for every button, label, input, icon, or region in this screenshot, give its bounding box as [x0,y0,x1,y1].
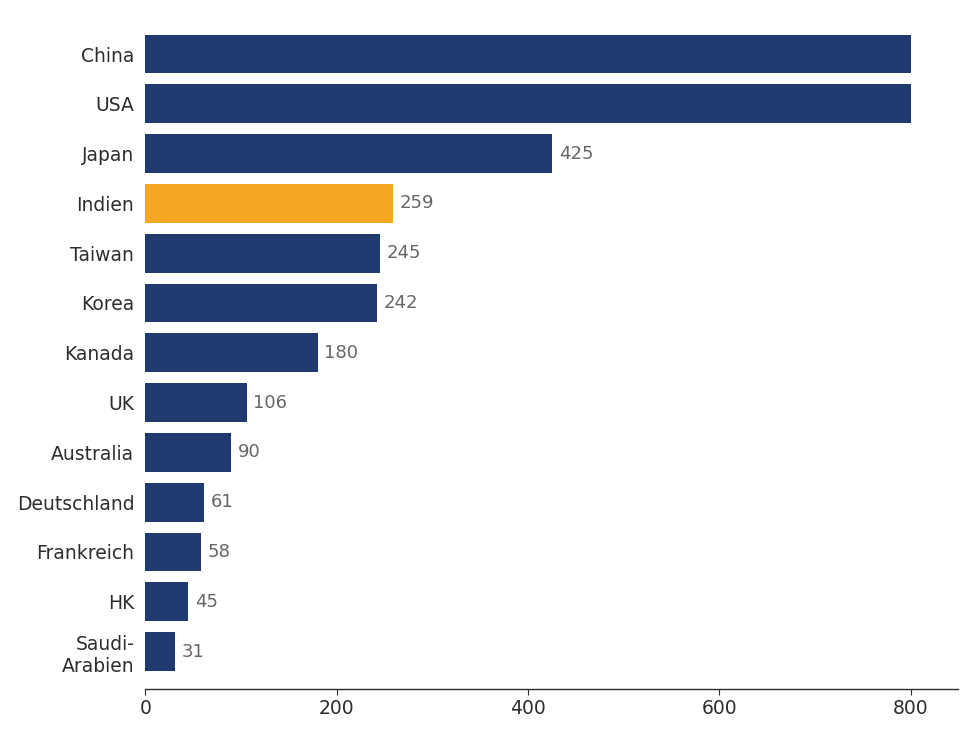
Text: 259: 259 [400,194,434,212]
Bar [145,184,393,223]
Bar [145,234,379,273]
Bar [145,433,231,472]
Bar [145,334,318,372]
Bar [145,35,911,74]
Text: 245: 245 [386,244,421,262]
Text: 31: 31 [181,642,205,661]
Bar [145,85,911,123]
Bar [145,135,552,173]
Text: 425: 425 [559,145,593,162]
Bar [145,383,247,422]
Bar [145,533,201,571]
Bar [145,632,176,671]
Text: 242: 242 [383,294,418,312]
Text: 58: 58 [208,543,230,561]
Text: 61: 61 [211,493,233,511]
Text: 45: 45 [195,592,218,611]
Text: 106: 106 [254,393,288,412]
Text: 180: 180 [325,344,358,362]
Bar [145,582,188,621]
Bar [145,483,204,522]
Bar [145,284,377,323]
Text: 90: 90 [238,443,261,462]
